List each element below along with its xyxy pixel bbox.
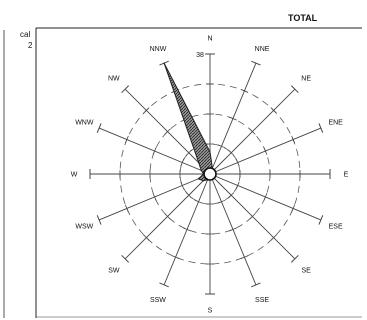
end-tick-nne	[251, 60, 261, 66]
end-tick-ene	[318, 123, 324, 133]
direction-label-ene: ENE	[328, 119, 343, 126]
ring-tick-sse-1	[217, 199, 226, 204]
ring-tick-sw-3	[143, 234, 150, 241]
ring-tick-se-2	[249, 213, 256, 220]
end-tick-sse	[251, 282, 261, 288]
ring-tick-nne-3	[240, 88, 249, 93]
direction-label-ese: ESE	[329, 224, 343, 231]
direction-label-nne: NNE	[255, 46, 270, 53]
ring-tick-ene-3	[291, 135, 296, 144]
ring-tick-ese-3	[291, 204, 296, 213]
end-tick-ne	[290, 85, 299, 94]
ring-tick-ssw-3	[171, 255, 180, 260]
ring-tick-wsw-3	[124, 204, 129, 213]
end-tick-wsw	[96, 215, 102, 225]
data-point-nw	[198, 162, 200, 164]
side-label-top: cal	[20, 30, 30, 39]
end-tick-nw	[121, 85, 130, 94]
data-point-wnw	[200, 169, 202, 171]
end-tick-wnw	[96, 123, 102, 133]
direction-label-n: N	[207, 36, 212, 43]
ring-tick-ssw-2	[183, 227, 191, 232]
end-tick-ssw	[159, 282, 169, 288]
ring-tick-sse-2	[229, 227, 237, 232]
ring-tick-ese-2	[263, 193, 268, 201]
end-tick-sw	[121, 254, 130, 263]
ring-tick-ne-2	[249, 128, 256, 135]
end-tick-ese	[318, 215, 324, 225]
end-tick-se	[290, 254, 299, 263]
direction-label-wsw: WSW	[75, 224, 93, 231]
ring-tick-se-3	[270, 234, 277, 241]
data-point-sw	[202, 180, 204, 182]
direction-label-wnw: WNW	[75, 119, 94, 126]
data-point-n	[209, 151, 211, 153]
ring-tick-ne-1	[228, 149, 235, 156]
ring-tick-nne-1	[217, 144, 226, 149]
direction-label-e: E	[344, 172, 349, 179]
ring-tick-ssw-1	[194, 199, 203, 204]
ring-tick-ene-1	[235, 158, 240, 167]
ring-tick-wnw-3	[124, 135, 129, 144]
center-marker	[203, 167, 217, 181]
ring-tick-wnw-2	[152, 147, 157, 155]
data-point-nnw	[163, 62, 165, 64]
direction-label-ssw: SSW	[150, 297, 166, 304]
ring-tick-sw-1	[185, 192, 192, 199]
ring-tick-ene-2	[263, 147, 268, 155]
center-circle	[203, 167, 217, 181]
ring-tick-nw-1	[185, 149, 192, 156]
ring-tick-se-1	[228, 192, 235, 199]
ring-tick-wnw-1	[180, 158, 185, 167]
direction-label-nw: NW	[108, 75, 120, 82]
chart-title: TOTAL	[288, 13, 318, 23]
direction-label-sw: SW	[108, 268, 120, 275]
ring-tick-ne-3	[270, 107, 277, 114]
ring-tick-wsw-1	[180, 181, 185, 190]
direction-label-s: S	[208, 308, 213, 315]
direction-label-ne: NE	[301, 75, 311, 82]
series-polygon-1	[163, 62, 216, 182]
ring-tick-ese-1	[235, 181, 240, 190]
data-point-wsw	[197, 178, 199, 180]
direction-label-w: W	[71, 172, 78, 179]
side-label-bottom: 2	[28, 41, 33, 50]
direction-label-sse: SSE	[255, 297, 269, 304]
data-series	[163, 62, 216, 182]
axis-max-label: 38	[196, 52, 204, 59]
ring-tick-nw-3	[143, 107, 150, 114]
ring-tick-nw-2	[164, 128, 171, 135]
ring-tick-sse-3	[240, 255, 249, 260]
direction-label-nnw: NNW	[150, 46, 167, 53]
direction-label-se: SE	[301, 268, 311, 275]
ring-tick-nne-2	[229, 116, 237, 121]
ring-tick-sw-2	[164, 213, 171, 220]
direction-labels: N NNE NE ENE E ESE SE SSE S SSW SW WSW W WNW NW NNW	[71, 36, 349, 315]
ring-tick-wsw-2	[152, 193, 157, 201]
